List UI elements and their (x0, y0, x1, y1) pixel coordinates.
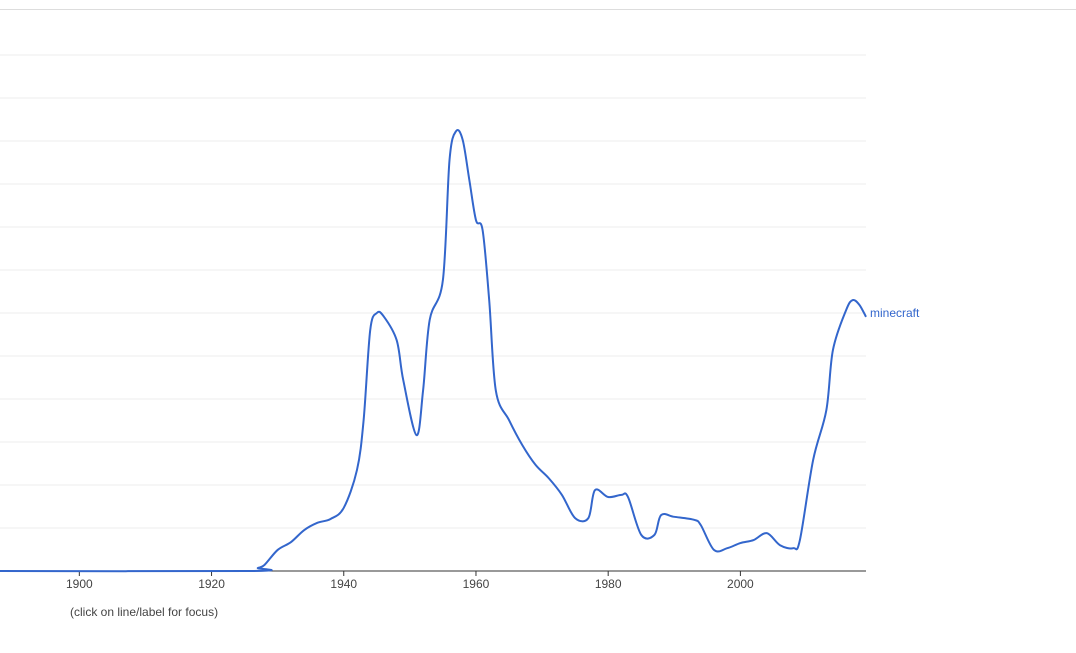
x-tick-label: 1980 (595, 577, 622, 591)
x-tick-label: 2000 (727, 577, 754, 591)
x-tick-label: 1920 (198, 577, 225, 591)
series-label[interactable]: minecraft (870, 306, 920, 320)
x-tick-label: 1960 (463, 577, 490, 591)
footnote: (click on line/label for focus) (70, 605, 218, 619)
x-tick-label: 1900 (66, 577, 93, 591)
series-line[interactable] (0, 128, 867, 573)
x-tick-label: 1940 (330, 577, 357, 591)
